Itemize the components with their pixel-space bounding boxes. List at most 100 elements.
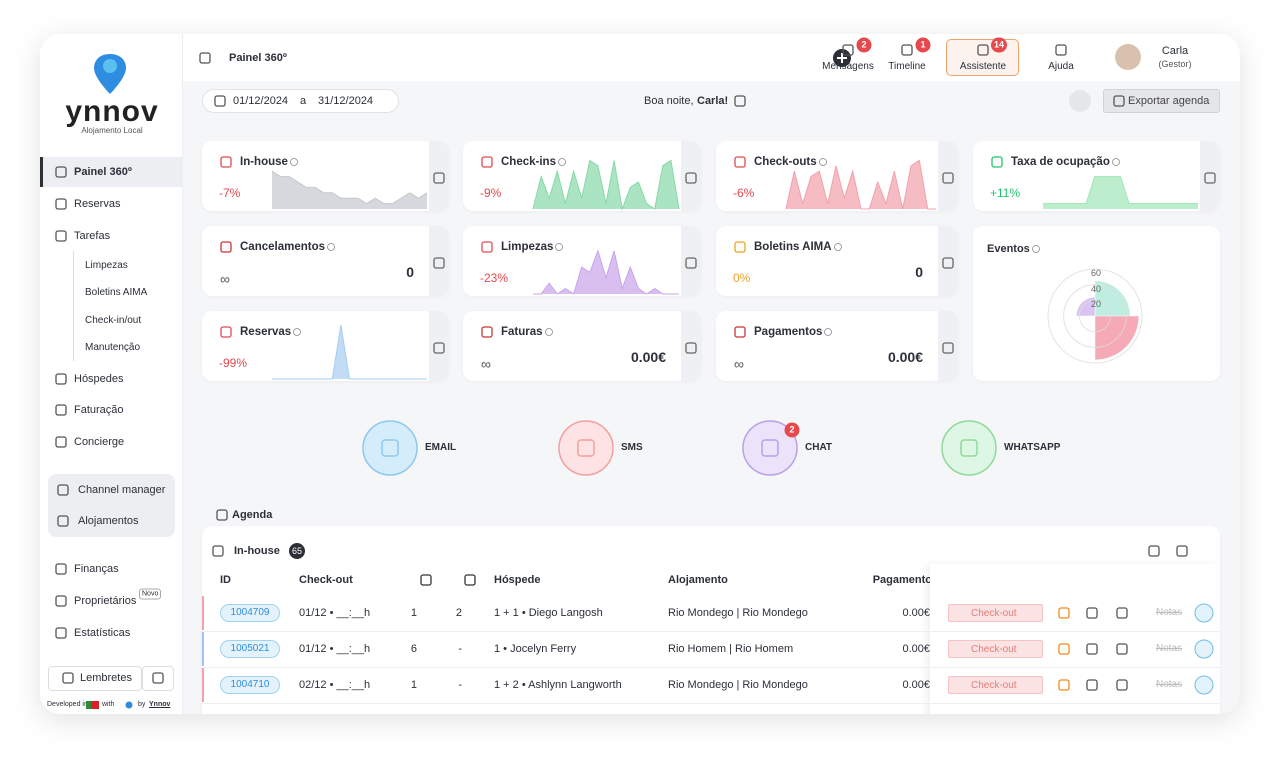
checkout-action[interactable]: Check-out <box>948 604 1043 622</box>
sparkline-fill <box>786 160 936 209</box>
channel-button[interactable] <box>742 420 798 476</box>
icon <box>433 342 445 354</box>
reminders-btn[interactable] <box>48 666 142 691</box>
sparkline <box>533 249 679 295</box>
info-circle <box>819 158 827 166</box>
info-icon <box>834 243 842 251</box>
checkout-action[interactable]: Check-out <box>948 640 1043 658</box>
kpi-value: 0.00€ <box>630 349 666 365</box>
agenda-card: In-house 65 ID Check-out Hóspede Alojamento Pa… <box>202 526 1220 714</box>
notes[interactable]: Notas <box>1156 679 1183 690</box>
icon <box>685 257 697 269</box>
link-strip[interactable] <box>429 311 449 381</box>
channel-button[interactable] <box>362 420 418 476</box>
nights: 6 <box>410 643 417 655</box>
channel-button[interactable] <box>941 420 997 476</box>
date-range[interactable] <box>202 89 399 113</box>
sparkline-fill <box>1043 176 1198 209</box>
icon <box>1116 607 1128 619</box>
page-title: Painel 360º <box>229 52 287 64</box>
info-circle <box>824 328 832 336</box>
icon <box>212 545 224 557</box>
info-circle <box>555 243 563 251</box>
link-strip[interactable] <box>938 141 958 211</box>
icon <box>1116 679 1128 691</box>
kpi-card: Check-outs -6% <box>716 141 958 211</box>
date-from: 01/12/2024 <box>233 95 289 107</box>
export-label: Exportar agenda <box>1128 95 1210 107</box>
topbar-label: Mensagens <box>822 61 874 72</box>
icon <box>942 342 954 354</box>
heart <box>125 701 133 709</box>
submenu-item: Check-in/out <box>85 315 142 326</box>
icon-shape <box>1086 607 1098 619</box>
icon-shape <box>55 373 67 385</box>
beds: - <box>458 643 462 655</box>
icon-shape <box>1204 172 1216 184</box>
icon <box>1086 607 1098 619</box>
events-card: Eventos 20 40 60 <box>973 226 1220 381</box>
icon <box>734 95 746 107</box>
icon-shape <box>55 436 67 448</box>
icon <box>220 326 232 338</box>
icon <box>220 241 232 253</box>
avatar <box>1115 44 1141 70</box>
menu-item: Concierge <box>74 436 125 448</box>
icon-shape <box>685 172 697 184</box>
polar-sector <box>1094 280 1131 317</box>
greeting-name: Carla! <box>697 95 729 107</box>
nights: 1 <box>410 607 417 619</box>
flag <box>86 701 99 709</box>
sparkline <box>1043 176 1198 209</box>
link-strip[interactable] <box>938 226 958 296</box>
details-button <box>1194 639 1214 659</box>
icon <box>1148 545 1160 557</box>
channel-circle <box>941 420 997 476</box>
info-icon <box>558 158 566 166</box>
app-window: ynnov Alojamento Local Painel 360º Reservas… <box>40 34 1240 714</box>
icon-shape <box>433 342 445 354</box>
notes-btn[interactable] <box>142 666 174 691</box>
link-strip[interactable] <box>681 311 701 381</box>
notes[interactable]: Notas <box>1156 607 1183 618</box>
export-btn[interactable] <box>1103 89 1220 113</box>
row-rule <box>202 703 1220 704</box>
sparkline <box>532 159 680 211</box>
events-title: Eventos <box>987 243 1030 255</box>
flag-red <box>91 701 99 709</box>
kpi-sub: ∞ <box>220 271 230 287</box>
icon <box>55 404 67 416</box>
kpi-sub: ∞ <box>734 356 744 372</box>
link-strip[interactable] <box>1200 141 1220 211</box>
link-strip[interactable] <box>938 311 958 381</box>
icon-shape <box>216 509 228 521</box>
flag-green <box>86 701 91 709</box>
channel-circle <box>742 420 798 476</box>
icon <box>1055 44 1067 56</box>
icon-shape <box>942 172 954 184</box>
reservation-id: 1004710 <box>220 676 280 694</box>
menu-item: Tarefas <box>74 230 111 242</box>
info-icon <box>545 328 553 336</box>
channel-button[interactable] <box>558 420 614 476</box>
channel-icon <box>960 439 978 457</box>
kpi-title: Taxa de ocupação <box>1011 156 1110 168</box>
sparkline-line <box>272 324 427 380</box>
notes[interactable]: Notas <box>1156 643 1183 654</box>
kpi-title: Pagamentos <box>754 326 823 338</box>
kpi-delta: -99% <box>219 356 248 370</box>
link-strip[interactable] <box>429 141 449 211</box>
checkout-action[interactable]: Check-out <box>948 676 1043 694</box>
column-header: Alojamento <box>668 574 728 586</box>
icon <box>685 172 697 184</box>
link-strip[interactable] <box>681 226 701 296</box>
icon <box>62 672 74 684</box>
channel-badge: 2 <box>784 422 800 438</box>
sparkline-fill <box>533 250 679 294</box>
menu-item: Alojamentos <box>78 515 139 527</box>
unit: Rio Homem | Rio Homem <box>668 643 794 655</box>
menu-item: Painel 360º <box>74 166 132 178</box>
link-strip[interactable] <box>681 141 701 211</box>
icon-shape <box>842 44 854 56</box>
link-strip[interactable] <box>429 226 449 296</box>
